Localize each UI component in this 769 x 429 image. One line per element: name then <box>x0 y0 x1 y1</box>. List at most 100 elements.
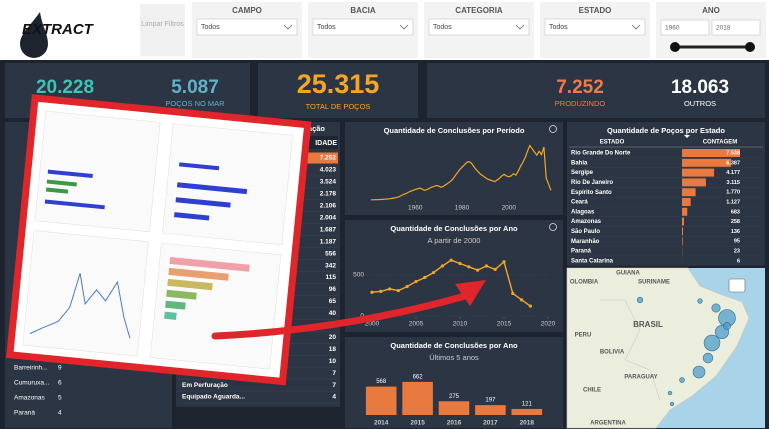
mini-bar <box>175 197 231 208</box>
clear-button-label: Limpar Filtros <box>141 21 184 28</box>
row-value: 4.023 <box>320 167 337 174</box>
map-bubble <box>723 322 731 330</box>
point <box>396 288 400 293</box>
row-label: São Paulo <box>571 229 600 235</box>
bar <box>682 149 740 157</box>
point <box>467 265 471 269</box>
row-value: 1.687 <box>320 226 337 233</box>
x-tick-label: 1980 <box>455 205 470 212</box>
row-value: 7 <box>332 370 336 377</box>
value-label: 258 <box>731 219 740 225</box>
point <box>449 258 453 262</box>
bar <box>682 178 706 187</box>
row-value: 20 <box>329 334 337 341</box>
kpi-panel <box>427 63 765 118</box>
map-label: BRASIL <box>633 320 663 329</box>
value-label: 136 <box>731 229 740 235</box>
year-input-value: 2018 <box>716 25 731 32</box>
kpi-panel <box>258 63 418 118</box>
row-label: Sergipe <box>571 170 594 176</box>
row-label: Em Perfuração <box>182 382 228 389</box>
kpi-label: TOTAL DE POÇOS <box>306 102 371 111</box>
year-input[interactable] <box>660 19 710 36</box>
year-input-value: 1960 <box>665 25 680 32</box>
filter-dropdown[interactable] <box>196 18 298 36</box>
point <box>476 268 480 272</box>
chart-title: Quantidade de Conclusões por Período <box>384 126 525 135</box>
selected-cell <box>300 152 338 164</box>
filter-dropdown[interactable] <box>428 18 530 36</box>
info-icon[interactable] <box>549 125 557 133</box>
mini-bar <box>168 267 229 281</box>
clear-button-label-box: Limpar Filtros <box>141 21 184 28</box>
column-header: CONTAGEM <box>703 140 738 146</box>
y-tick-label: 500 <box>353 272 364 279</box>
overlay-image <box>5 94 486 386</box>
row-label: Paraná <box>571 249 592 255</box>
clear-button[interactable] <box>140 4 185 56</box>
mini-bar <box>174 212 210 221</box>
bar <box>682 168 715 177</box>
list-label: Cumuruxa... <box>14 380 50 387</box>
chart-title: Quantidade de Conclusões por Ano <box>390 224 518 233</box>
sort-icon <box>684 135 690 138</box>
chart-subtitle: A partir de 2000 <box>428 236 481 245</box>
row-value: 4 <box>332 394 336 401</box>
x-tick-label: 2015 <box>497 321 512 328</box>
info-icon[interactable] <box>549 223 557 231</box>
filter-dropdown[interactable] <box>544 18 646 36</box>
bar <box>682 158 732 167</box>
map-bubble <box>711 303 721 313</box>
filter-label: ESTADO <box>579 6 612 15</box>
list-label: Barreirinh... <box>14 365 48 372</box>
year-input[interactable] <box>711 19 761 36</box>
filter-value: Todos <box>549 24 568 31</box>
row-value: 96 <box>329 286 337 293</box>
kpi-value: 5.087 <box>171 77 219 98</box>
filter-value: Todos <box>433 24 452 31</box>
point <box>458 261 462 266</box>
row-label: Espírito Santo <box>571 190 612 196</box>
map-label: PARAGUAY <box>624 375 657 381</box>
point <box>388 287 392 291</box>
filter-dropdown[interactable] <box>312 18 414 36</box>
bar <box>511 408 543 415</box>
x-tick-label: 2014 <box>374 420 389 427</box>
row-value: 2.004 <box>320 214 337 221</box>
land <box>566 267 750 429</box>
map-bubble <box>670 402 674 406</box>
mini-bar <box>45 187 69 194</box>
x-tick-label: 2005 <box>409 321 424 328</box>
list-value: 6 <box>58 380 62 387</box>
chart-subtitle: Últimos 5 anos <box>429 353 479 362</box>
row-value: 3.524 <box>320 179 337 186</box>
map-icon[interactable] <box>728 278 746 293</box>
panel <box>567 122 765 265</box>
bar <box>475 405 506 415</box>
border <box>600 299 661 401</box>
point <box>440 264 444 268</box>
point <box>414 279 418 284</box>
x-tick-label: 2016 <box>447 420 462 427</box>
slider-handle[interactable] <box>745 42 755 52</box>
value-label: 683 <box>731 209 740 215</box>
value-label: 1.127 <box>726 199 740 205</box>
x-tick-label: 2000 <box>502 205 517 212</box>
slider-handle[interactable] <box>670 42 680 52</box>
value-label: 197 <box>485 398 496 404</box>
mini-bar <box>47 169 93 178</box>
table-header-label: IDADE <box>315 140 337 147</box>
mini-bar <box>167 278 213 291</box>
kpi-value: 25.315 <box>297 69 380 99</box>
value-label: 3.115 <box>727 180 740 186</box>
x-tick-label: 2020 <box>541 321 556 328</box>
filter-label: CAMPO <box>232 6 262 15</box>
logo-drop <box>20 12 48 58</box>
chevron <box>631 24 641 30</box>
chart-title: Quantidade de Conclusões por Ano <box>390 341 518 350</box>
value-label: 121 <box>522 402 533 408</box>
point <box>379 289 383 293</box>
x-tick-label: 2018 <box>520 420 535 427</box>
mini-line <box>29 273 131 339</box>
